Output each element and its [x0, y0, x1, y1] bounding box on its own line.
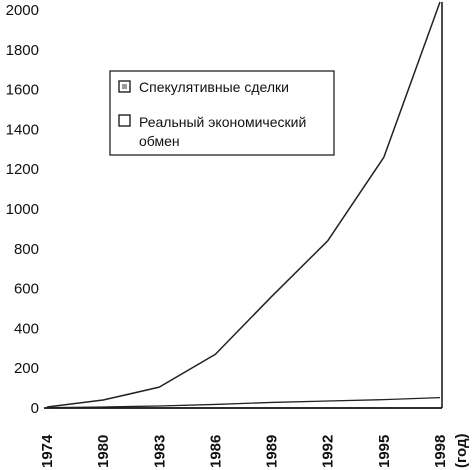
y-tick-label: 2000	[6, 2, 39, 19]
y-tick-label: 1000	[6, 201, 39, 218]
y-tick-label: 1200	[6, 161, 39, 178]
series-line-speculative	[46, 1, 441, 408]
legend-label-speculative: Спекулятивные сделки	[139, 79, 289, 95]
series-lines	[46, 1, 441, 409]
x-tick-label: 1974	[39, 434, 56, 468]
legend-box	[109, 70, 335, 156]
x-tick-label: 1980	[95, 435, 112, 468]
legend-label-real-line1: Реальный экономический	[139, 114, 306, 130]
legend: Спекулятивные сделки Реальный экономичес…	[109, 70, 335, 156]
x-axis-unit: (год)	[453, 433, 470, 468]
legend-swatch-speculative-fill	[122, 84, 127, 89]
x-tick-label: 1998	[432, 435, 449, 468]
y-tick-label: 1400	[6, 121, 39, 138]
y-tick-label: 1800	[6, 42, 39, 59]
axes	[44, 2, 443, 409]
y-tick-label: 400	[14, 320, 39, 337]
series-line-real	[46, 397, 441, 409]
x-tick-label: 1986	[207, 435, 224, 468]
y-tick-label: 1600	[6, 82, 39, 99]
x-tick-label: 1992	[320, 435, 337, 468]
x-tick-label: 1995	[376, 435, 393, 468]
y-tick-label: 600	[14, 281, 39, 298]
x-tick-label: 1983	[151, 435, 168, 468]
y-tick-label: 800	[14, 241, 39, 258]
y-tick-label: 0	[31, 400, 39, 417]
legend-label-real-line2: обмен	[139, 133, 180, 149]
y-axis: 0 200 400 600 800 1000 1200 1400 1600 1800 2000	[6, 2, 39, 417]
x-axis: 1974 1980 1983 1986 1989 1992 1995 1998	[39, 434, 449, 468]
legend-swatch-real	[118, 114, 131, 127]
x-tick-label: 1989	[264, 435, 281, 468]
y-tick-label: 200	[14, 360, 39, 377]
